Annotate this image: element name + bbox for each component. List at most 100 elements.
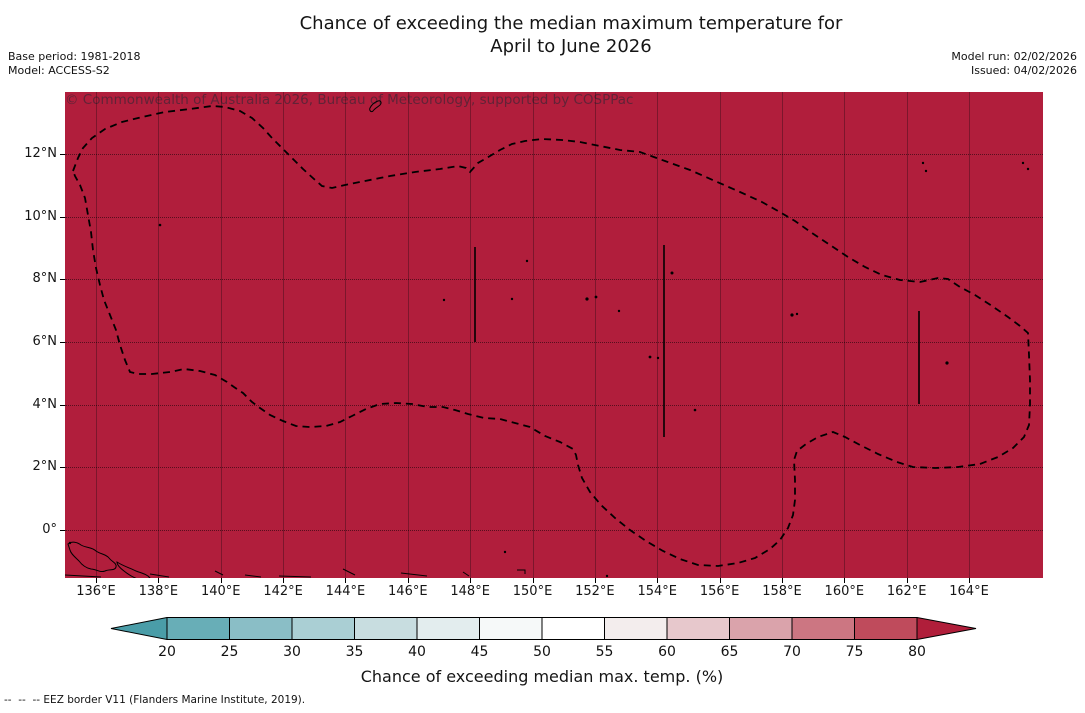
colorbar-bin <box>666 617 730 640</box>
colorbar-tick-label: 55 <box>595 644 614 660</box>
run-metadata-right: Model run: 02/02/2026 Issued: 04/02/2026 <box>951 50 1077 78</box>
x-axis-tick-label: 160°E <box>824 584 865 599</box>
colorbar-bin <box>291 617 355 640</box>
latitude-gridline <box>65 467 1043 469</box>
colorbar-tick-label: 80 <box>908 644 926 660</box>
y-axis-tickmark <box>60 216 65 218</box>
x-axis-tick-label: 144°E <box>325 584 366 599</box>
x-axis-tick-label: 154°E <box>637 584 677 599</box>
x-axis-tick-label: 142°E <box>263 584 303 599</box>
y-axis-tick-label: 8°N <box>32 271 58 287</box>
page-title: Chance of exceeding the median maximum t… <box>65 12 1077 58</box>
longitude-gridline <box>657 92 659 578</box>
latitude-gridline <box>65 342 1043 343</box>
copyright-watermark: © Commonwealth of Australia 2026, Bureau… <box>65 92 634 108</box>
x-axis-tickmark <box>345 578 347 583</box>
base-period-label: Base period: 1981-2018 <box>8 50 141 63</box>
colorbar-bin <box>354 617 418 640</box>
colorbar-bin <box>541 617 605 640</box>
title-line-1: Chance of exceeding the median maximum t… <box>299 13 843 34</box>
x-axis-tickmark <box>719 578 721 583</box>
longitude-gridline <box>345 92 347 578</box>
title-line-2: April to June 2026 <box>490 36 652 57</box>
map-overlay <box>65 100 1031 578</box>
x-axis-tick-label: 164°E <box>949 584 989 599</box>
latitude-gridline <box>65 216 1043 218</box>
x-axis-tick-label: 150°E <box>512 584 553 599</box>
y-axis-tickmark <box>60 467 65 469</box>
x-axis-tickmark <box>906 578 908 583</box>
y-axis-tick-label: 10°N <box>24 208 57 224</box>
longitude-gridline <box>96 92 97 578</box>
colorbar-bin <box>791 617 855 640</box>
x-axis-tick-label: 158°E <box>762 584 802 599</box>
x-axis-tick-label: 156°E <box>699 584 740 599</box>
colorbar-tick-label: 25 <box>220 644 239 660</box>
longitude-gridline <box>844 92 846 578</box>
map-canvas: © Commonwealth of Australia 2026, Bureau… <box>65 92 1043 578</box>
longitude-gridline <box>470 92 472 578</box>
colorbar-tick-label: 35 <box>345 644 364 660</box>
longitude-gridline <box>906 92 908 578</box>
longitude-gridline <box>594 92 596 578</box>
longitude-gridline <box>283 92 285 578</box>
longitude-gridline <box>532 92 534 578</box>
latitude-gridline <box>65 154 1043 155</box>
colorbar-bin <box>229 617 293 640</box>
x-axis-tick-label: 148°E <box>450 584 490 599</box>
colorbar-under-arrow <box>110 616 168 641</box>
y-axis-tickmark <box>60 530 65 532</box>
colorbar-tick-label: 45 <box>470 644 489 660</box>
guam-island-outline <box>369 100 382 113</box>
colorbar-tick-label: 30 <box>283 644 301 660</box>
colorbar-bin <box>479 617 543 640</box>
eez-footnote: -- -- -- EEZ border V11 (Flanders Marine… <box>4 694 306 706</box>
latitude-gridline <box>65 279 1043 281</box>
island-dots <box>68 161 1030 578</box>
run-metadata-left: Base period: 1981-2018 Model: ACCESS-S2 <box>8 50 140 78</box>
colorbar-bin <box>166 617 230 640</box>
colorbar-gradient <box>110 616 977 641</box>
x-axis-tickmark <box>532 578 534 583</box>
x-axis-tick-label: 136°E <box>76 584 116 599</box>
x-axis-tickmark <box>220 578 222 583</box>
longitude-gridline <box>158 92 160 578</box>
y-axis-tick-label: 12°N <box>24 146 57 161</box>
y-axis-tickmark <box>60 154 65 155</box>
longitude-gridline <box>781 92 783 578</box>
colorbar-tick-label: 20 <box>158 644 176 660</box>
x-axis-tickmark <box>657 578 659 583</box>
x-axis-tickmark <box>407 578 409 583</box>
eez-boundary-path <box>72 105 1031 567</box>
colorbar-tick-label: 75 <box>845 644 864 660</box>
colorbar-bin <box>604 617 668 640</box>
coastline-fragments <box>65 541 526 578</box>
x-axis-tickmark <box>158 578 160 583</box>
y-axis-tick-label: 4°N <box>32 396 58 412</box>
x-axis-tick-label: 152°E <box>575 584 615 599</box>
y-axis-tickmark <box>60 404 65 406</box>
x-axis-tickmark <box>594 578 596 583</box>
x-axis-tickmark <box>969 578 971 583</box>
model-label: Model: ACCESS-S2 <box>8 64 110 77</box>
issued-label: Issued: 04/02/2026 <box>970 64 1077 77</box>
x-axis-tick-label: 146°E <box>388 584 428 599</box>
colorbar-bin <box>854 617 918 640</box>
longitude-gridline <box>969 92 971 578</box>
model-run-label: Model run: 02/02/2026 <box>951 50 1077 63</box>
x-axis-tickmark <box>283 578 285 583</box>
y-axis-tickmark <box>60 279 65 281</box>
colorbar-tick-label: 50 <box>533 644 551 660</box>
colorbar-over-arrow <box>916 616 977 641</box>
colorbar-title: Chance of exceeding median max. temp. (%… <box>360 667 724 686</box>
x-axis-tickmark <box>844 578 846 583</box>
colorbar-tick-label: 60 <box>658 644 676 660</box>
colorbar-tick-label: 40 <box>408 644 426 660</box>
latitude-gridline <box>65 530 1043 532</box>
x-axis-tick-label: 140°E <box>200 584 241 599</box>
x-axis-tickmark <box>470 578 472 583</box>
colorbar-tick-label: 65 <box>720 644 739 660</box>
longitude-gridline <box>719 92 721 578</box>
y-axis-tick-label: 2°N <box>32 459 58 475</box>
